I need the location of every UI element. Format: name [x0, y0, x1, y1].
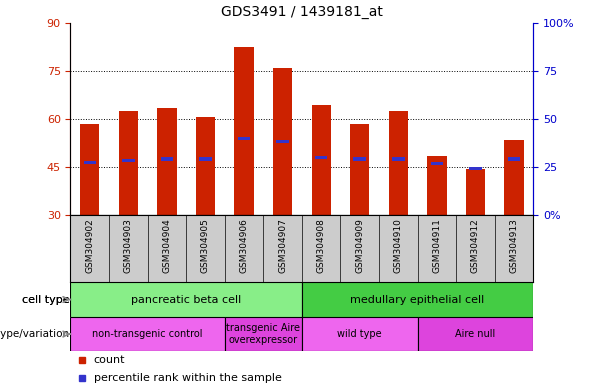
Bar — [161, 157, 173, 161]
Text: GSM304903: GSM304903 — [124, 218, 133, 273]
Bar — [427, 156, 446, 215]
Text: Aire null: Aire null — [455, 329, 495, 339]
Text: percentile rank within the sample: percentile rank within the sample — [94, 373, 281, 383]
Text: transgenic Aire
overexpressor: transgenic Aire overexpressor — [226, 323, 300, 345]
Text: GSM304907: GSM304907 — [278, 218, 287, 273]
Bar — [417, 317, 533, 351]
Text: cell type: cell type — [22, 295, 70, 305]
Text: GSM304905: GSM304905 — [201, 218, 210, 273]
Bar — [302, 317, 417, 351]
Bar — [70, 282, 302, 317]
Bar — [70, 317, 225, 351]
Bar — [350, 124, 370, 215]
Bar — [466, 169, 485, 215]
Text: GSM304908: GSM304908 — [317, 218, 326, 273]
Text: GSM304906: GSM304906 — [240, 218, 248, 273]
Bar — [238, 137, 250, 140]
Bar — [311, 105, 331, 215]
Bar — [392, 157, 405, 161]
Bar — [273, 68, 292, 215]
Bar — [122, 159, 135, 162]
Bar — [119, 111, 138, 215]
Bar — [234, 47, 254, 215]
Bar — [389, 111, 408, 215]
Text: genotype/variation: genotype/variation — [0, 329, 70, 339]
Bar — [199, 157, 211, 161]
Bar — [158, 108, 177, 215]
Text: GSM304911: GSM304911 — [432, 218, 441, 273]
Text: pancreatic beta cell: pancreatic beta cell — [131, 295, 242, 305]
Text: GSM304913: GSM304913 — [509, 218, 519, 273]
Bar — [196, 118, 215, 215]
Bar — [302, 282, 533, 317]
Text: GSM304904: GSM304904 — [162, 218, 172, 273]
Bar — [469, 167, 482, 170]
Text: GSM304909: GSM304909 — [356, 218, 364, 273]
Bar — [225, 317, 302, 351]
Text: wild type: wild type — [337, 329, 382, 339]
Title: GDS3491 / 1439181_at: GDS3491 / 1439181_at — [221, 5, 383, 19]
Text: medullary epithelial cell: medullary epithelial cell — [351, 295, 485, 305]
Text: non-transgenic control: non-transgenic control — [93, 329, 203, 339]
Bar — [508, 157, 520, 161]
Bar — [354, 157, 366, 161]
Bar — [276, 140, 289, 143]
Text: cell type: cell type — [22, 295, 70, 305]
Bar — [315, 156, 327, 159]
Bar — [430, 162, 443, 166]
Text: GSM304912: GSM304912 — [471, 218, 480, 273]
Bar — [83, 161, 96, 164]
Text: GSM304902: GSM304902 — [85, 218, 94, 273]
Text: count: count — [94, 356, 125, 366]
Bar — [80, 124, 99, 215]
Text: GSM304910: GSM304910 — [394, 218, 403, 273]
Bar — [504, 140, 524, 215]
